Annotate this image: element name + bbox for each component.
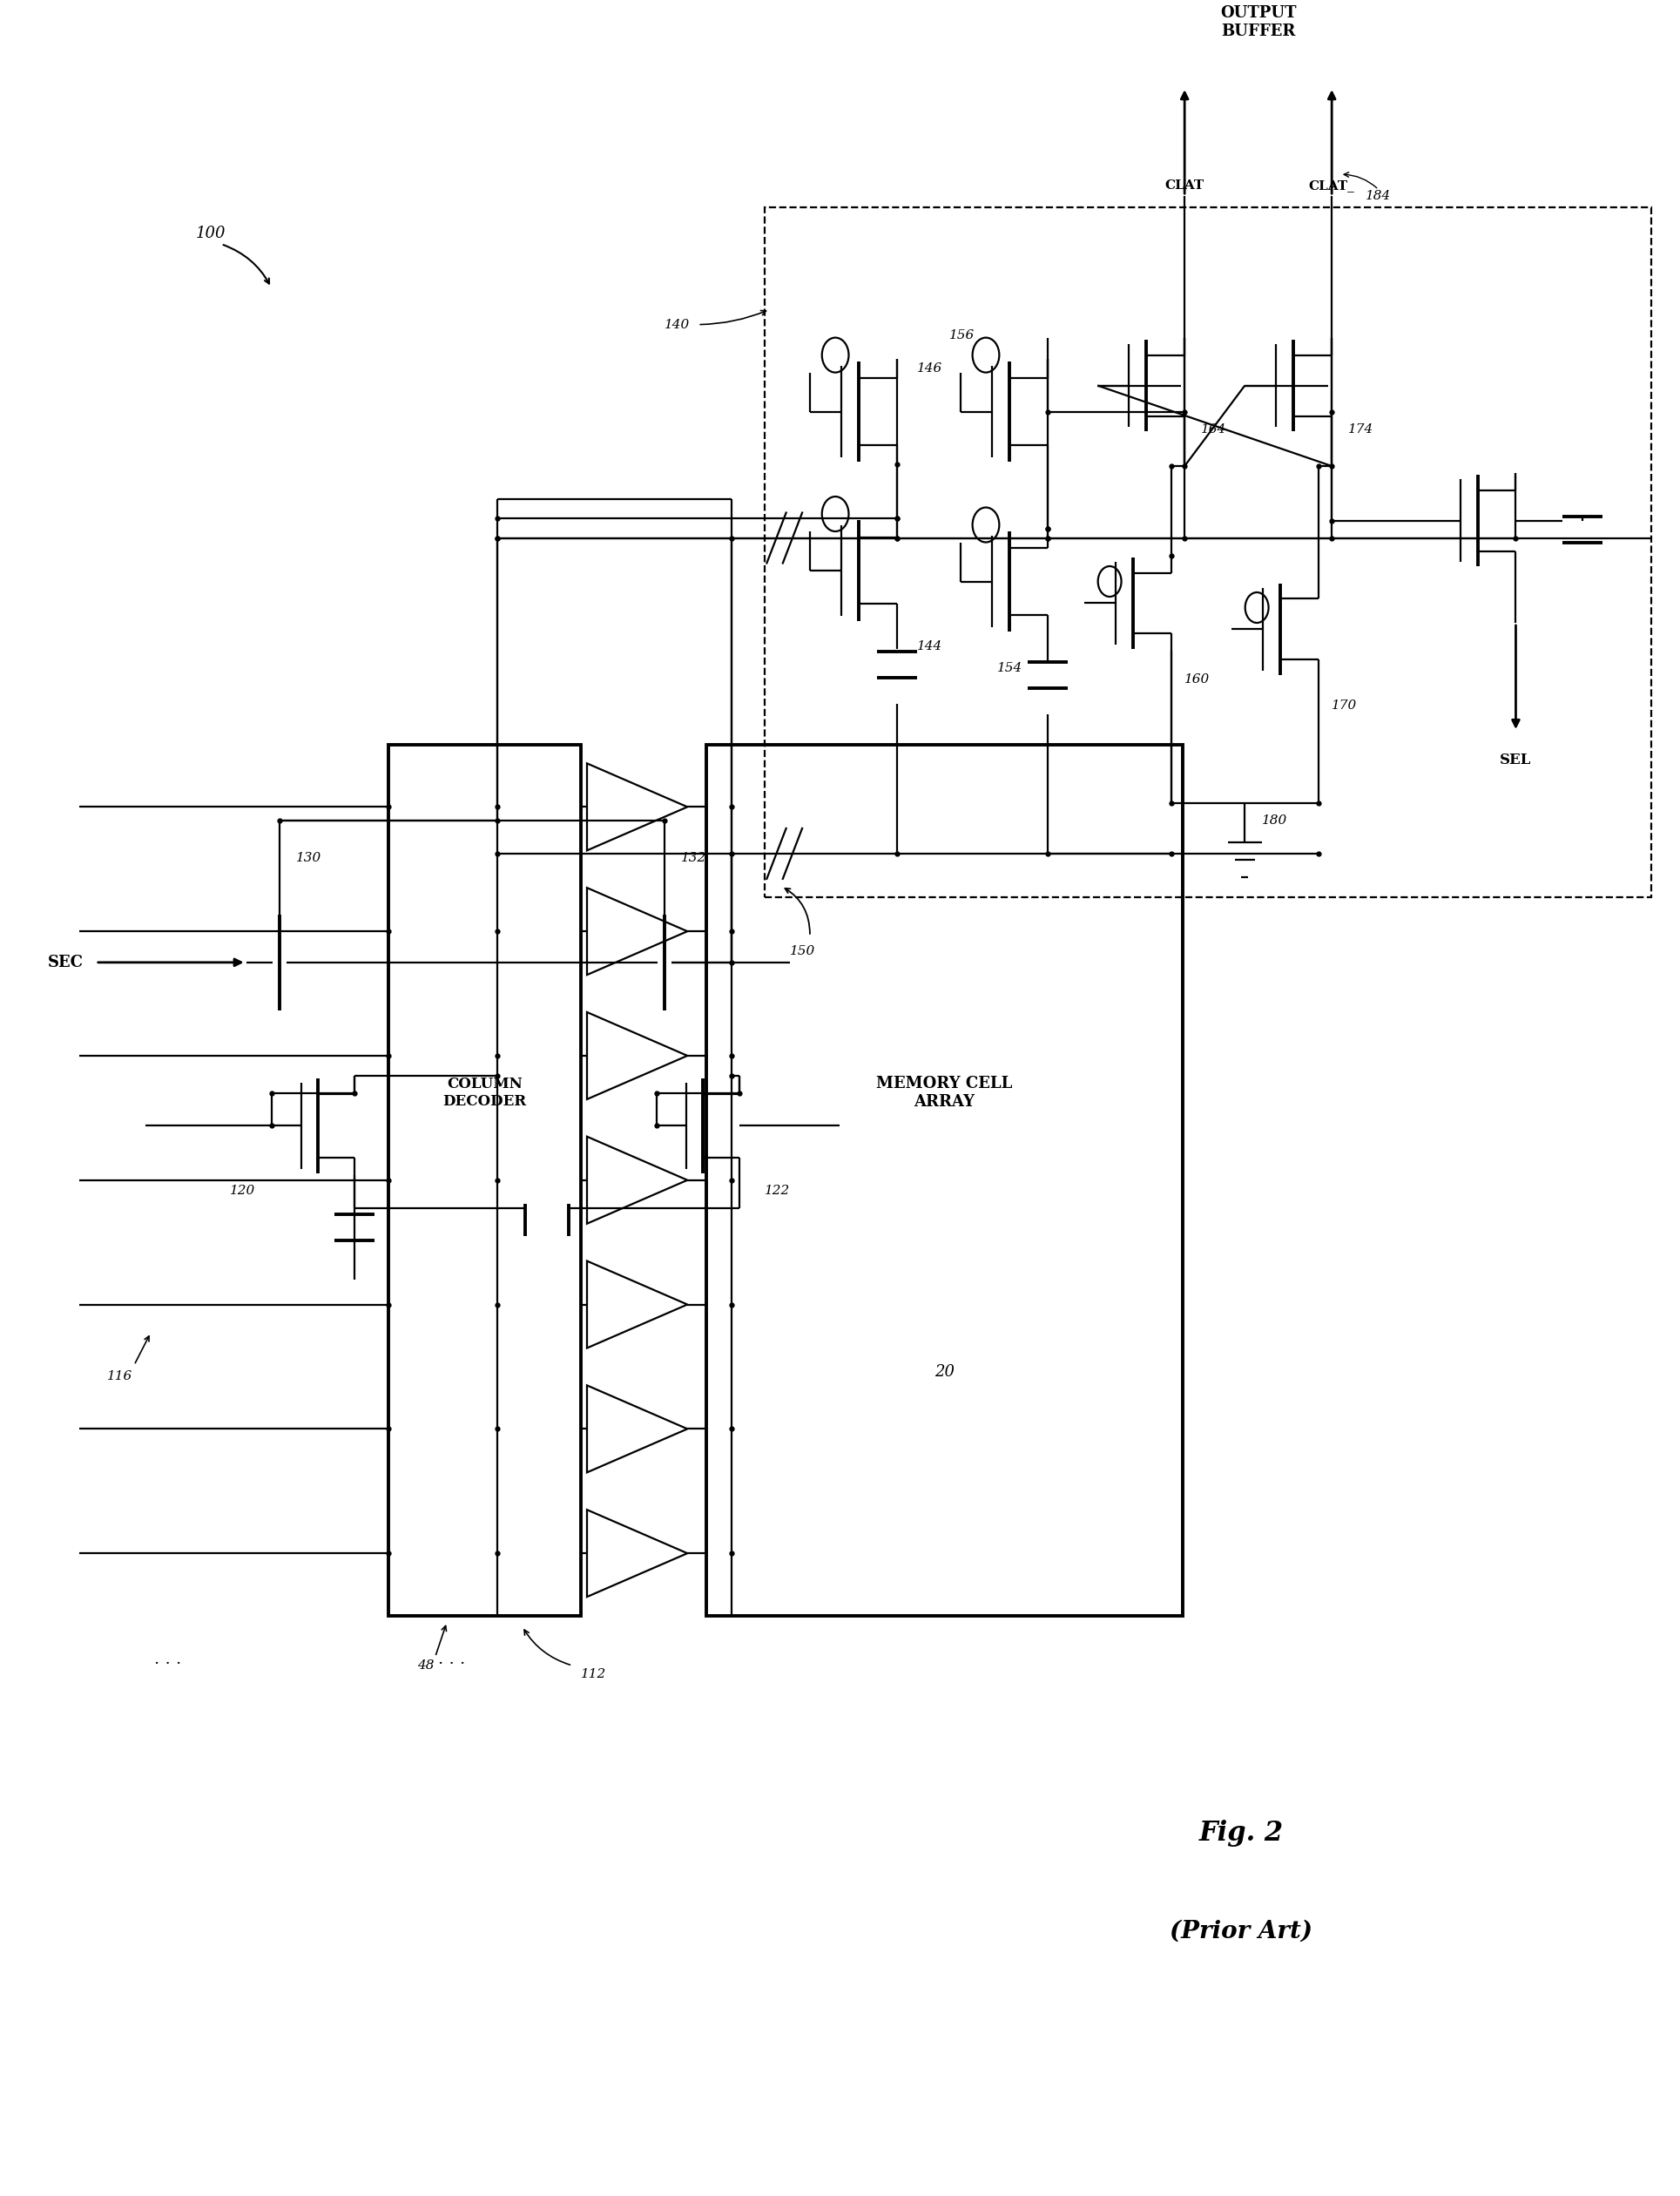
Text: 100: 100: [197, 226, 227, 242]
Text: 122: 122: [764, 1186, 790, 1197]
Text: (Prior Art): (Prior Art): [1169, 1919, 1312, 1943]
Text: 112: 112: [581, 1669, 606, 1680]
Text: 156: 156: [949, 329, 974, 343]
Text: SEC: SEC: [49, 955, 84, 971]
Bar: [706, 744, 1183, 1616]
Text: SEL: SEL: [1500, 753, 1532, 766]
Bar: [388, 744, 581, 1616]
Text: CLAT_: CLAT_: [1309, 180, 1354, 191]
Text: 116: 116: [108, 1370, 133, 1381]
Text: . . .: . . .: [155, 1651, 181, 1667]
Text: 174: 174: [1349, 424, 1374, 435]
Text: 180: 180: [1262, 815, 1287, 828]
Text: 184: 184: [1366, 191, 1391, 202]
Bar: [764, 206, 1651, 898]
Text: CLAT: CLAT: [1164, 180, 1205, 191]
Text: OUTPUT
BUFFER: OUTPUT BUFFER: [1220, 4, 1297, 40]
Text: COLUMN
DECODER: COLUMN DECODER: [444, 1076, 526, 1109]
Text: 120: 120: [230, 1186, 255, 1197]
Text: 164: 164: [1201, 424, 1226, 435]
Text: 48: 48: [417, 1660, 433, 1671]
Text: 144: 144: [917, 641, 942, 652]
Text: 20: 20: [934, 1364, 954, 1379]
Text: 140: 140: [664, 318, 690, 332]
Text: 130: 130: [296, 852, 323, 863]
Text: 154: 154: [998, 663, 1023, 674]
Text: 132: 132: [680, 852, 707, 863]
Text: . . .: . . .: [438, 1651, 465, 1667]
Text: 146: 146: [917, 362, 942, 373]
Text: 170: 170: [1332, 701, 1357, 712]
Text: Fig. 2: Fig. 2: [1200, 1820, 1284, 1847]
Text: 150: 150: [790, 946, 815, 957]
Text: MEMORY CELL
ARRAY: MEMORY CELL ARRAY: [877, 1076, 1013, 1109]
Text: 160: 160: [1184, 674, 1210, 685]
